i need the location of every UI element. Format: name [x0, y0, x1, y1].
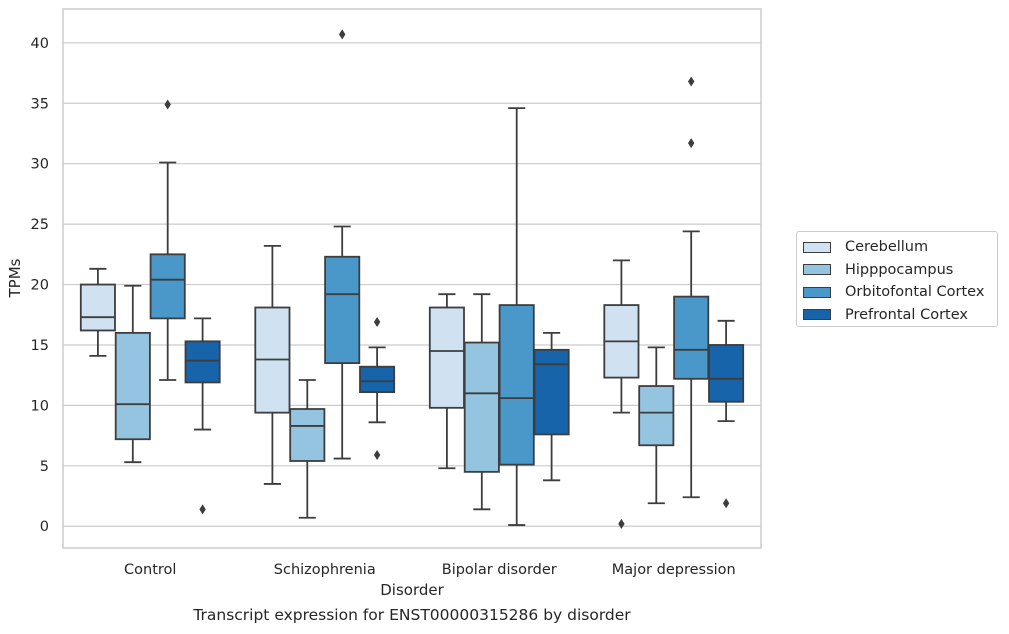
legend-item-orbitofrontal-cortex: Orbitofontal Cortex [803, 281, 997, 304]
box-hipppocampus-2 [463, 293, 500, 511]
box-cerebellum-0 [79, 267, 116, 357]
y-tick-label-40: 40 [31, 36, 49, 52]
box-cerebellum-0-iqr [79, 283, 116, 332]
y-tick-label-25: 25 [31, 217, 49, 233]
box-prefrontal-cortex-0 [184, 317, 221, 515]
box-orbitofontal-cortex-3-outlier-0 [688, 138, 695, 149]
legend-label-cerebellum: Cerebellum [845, 239, 929, 256]
box-orbitofontal-cortex-1-outlier-0 [339, 29, 346, 40]
box-hipppocampus-3 [638, 346, 675, 505]
x-axis-label: Disorder [380, 581, 444, 599]
x-tick-label-schizophrenia: Schizophrenia [274, 562, 376, 578]
legend-item-prefrontal-cortex: Prefrontal Cortex [803, 304, 997, 327]
box-prefrontal-cortex-3-outlier-0 [722, 498, 730, 509]
y-tick-label-15: 15 [31, 338, 49, 354]
box-orbitofontal-cortex-1 [324, 29, 361, 460]
y-tick-label-30: 30 [31, 157, 49, 173]
chart-caption: Transcript expression for ENST0000031528… [193, 606, 631, 624]
x-tick-labels: Control Schizophrenia Bipolar disorder Majo… [124, 562, 736, 578]
box-orbitofontal-cortex-0-outlier-0 [164, 99, 171, 110]
legend-swatch-hippocampus [803, 264, 831, 276]
gridlines [63, 42, 761, 527]
box-cerebellum-2-iqr [428, 306, 465, 409]
box-orbitofontal-cortex-2-iqr [498, 304, 535, 466]
y-tick-label-10: 10 [31, 398, 49, 414]
box-orbitofontal-cortex-3-outlier-1 [688, 76, 695, 87]
box-hipppocampus-1 [289, 379, 326, 519]
y-tick-label-20: 20 [31, 278, 49, 294]
box-orbitofontal-cortex-2 [498, 107, 535, 526]
legend-item-cerebellum: Cerebellum [803, 236, 997, 259]
legend-swatch-prefrontal-cortex [803, 309, 831, 321]
box-hipppocampus-3-iqr [638, 385, 675, 447]
box-cerebellum-3 [603, 259, 640, 529]
box-hipppocampus-1-iqr [289, 408, 326, 462]
y-tick-label-35: 35 [31, 96, 49, 112]
boxes [79, 29, 745, 529]
legend-item-hippocampus: Hipppocampus [803, 259, 997, 282]
legend-label-prefrontal-cortex: Prefrontal Cortex [845, 306, 968, 323]
box-hipppocampus-2-iqr [463, 341, 500, 473]
box-hipppocampus-0 [114, 284, 151, 464]
box-orbitofontal-cortex-0-iqr [149, 253, 186, 320]
x-tick-label-bipolar-disorder: Bipolar disorder [442, 562, 557, 578]
box-orbitofontal-cortex-3-iqr [673, 295, 710, 380]
box-prefrontal-cortex-2 [533, 331, 570, 482]
box-prefrontal-cortex-0-outlier-0 [199, 504, 206, 515]
box-prefrontal-cortex-0-iqr [184, 340, 221, 384]
box-prefrontal-cortex-2-iqr [533, 348, 570, 436]
box-prefrontal-cortex-3-iqr [708, 344, 745, 403]
box-prefrontal-cortex-3 [708, 319, 745, 509]
box-cerebellum-3-outlier-0 [618, 518, 625, 529]
y-axis-label: TPMs [6, 258, 24, 298]
box-prefrontal-cortex-1-iqr [359, 365, 396, 394]
legend-swatch-orbitofrontal-cortex [803, 286, 831, 298]
box-prefrontal-cortex-1-outlier-0 [373, 449, 381, 460]
box-cerebellum-1 [254, 244, 291, 485]
box-hipppocampus-0-iqr [114, 331, 151, 441]
legend-label-hippocampus: Hipppocampus [845, 261, 954, 278]
box-orbitofontal-cortex-0 [149, 99, 186, 381]
legend: Cerebellum Hipppocampus Orbitofontal Cor… [796, 231, 998, 327]
box-prefrontal-cortex-1 [359, 317, 396, 460]
legend-label-orbitofrontal-cortex: Orbitofontal Cortex [845, 284, 985, 301]
x-tick-label-control: Control [124, 562, 176, 578]
legend-swatch-cerebellum [803, 241, 831, 253]
box-cerebellum-2 [428, 293, 465, 470]
box-prefrontal-cortex-1-outlier-1 [373, 317, 381, 328]
y-tick-labels: 0 5 10 15 20 25 30 35 40 [31, 36, 49, 535]
y-tick-label-0: 0 [40, 519, 49, 535]
box-orbitofontal-cortex-3 [673, 76, 710, 499]
box-orbitofontal-cortex-1-iqr [324, 255, 361, 364]
y-tick-label-5: 5 [40, 459, 49, 475]
x-tick-label-major-depression: Major depression [612, 562, 736, 578]
